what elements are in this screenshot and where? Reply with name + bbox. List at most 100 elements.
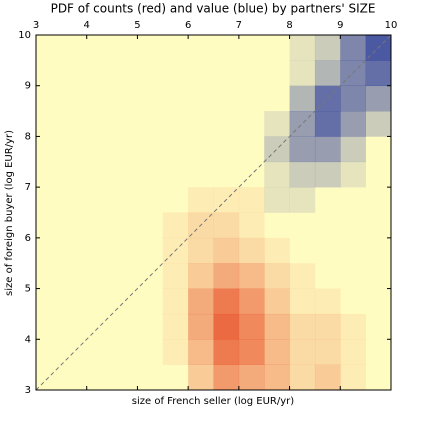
- heat-cell: [61, 213, 87, 239]
- heat-cell: [137, 35, 163, 61]
- heat-cell: [239, 238, 265, 264]
- heat-cell: [188, 263, 214, 289]
- heat-cell: [36, 187, 62, 213]
- heat-cell: [163, 35, 189, 61]
- x-tick-label: 8: [286, 20, 292, 31]
- heat-cell: [137, 162, 163, 188]
- x-tick-label: 4: [84, 20, 90, 31]
- heat-cell: [188, 339, 214, 365]
- heat-cell: [163, 60, 189, 86]
- heat-cell: [188, 86, 214, 112]
- heat-cell: [264, 364, 290, 391]
- heat-cell: [366, 162, 392, 188]
- heat-cell: [264, 187, 290, 213]
- heat-cell: [314, 161, 341, 188]
- heat-cell: [112, 339, 138, 365]
- heat-cell: [188, 136, 214, 162]
- heat-cell: [112, 365, 138, 391]
- heat-cell: [239, 86, 265, 112]
- heat-cell: [238, 364, 265, 391]
- y-tick-label: 6: [25, 233, 31, 244]
- heat-cell: [137, 314, 163, 340]
- heat-cell: [162, 288, 189, 315]
- heat-cell: [87, 263, 113, 289]
- heat-cell: [340, 364, 366, 391]
- heat-cell: [238, 212, 265, 239]
- heat-cell: [214, 86, 240, 112]
- heat-cell: [289, 35, 316, 61]
- heat-cell: [87, 365, 113, 391]
- heat-cell: [314, 339, 341, 365]
- heat-cell: [112, 35, 138, 61]
- y-tick-label: 3: [25, 385, 31, 396]
- heat-cell: [213, 288, 240, 315]
- heat-cell: [214, 111, 240, 137]
- heat-cell: [239, 263, 265, 289]
- heat-cell: [36, 136, 62, 162]
- heat-cell: [340, 85, 366, 112]
- heat-cell: [137, 111, 163, 137]
- heat-cell: [239, 136, 265, 162]
- heat-cell: [214, 213, 240, 239]
- heat-cell: [290, 263, 316, 289]
- heat-cell: [112, 136, 138, 162]
- heat-cell: [365, 85, 392, 112]
- heat-cell: [340, 263, 366, 289]
- heat-cell: [188, 35, 214, 61]
- heat-cell: [366, 289, 392, 315]
- heat-cell: [188, 364, 214, 391]
- heat-cell: [289, 111, 316, 137]
- heat-cell: [239, 187, 265, 213]
- heat-cell: [340, 289, 366, 315]
- heat-cell: [112, 314, 138, 340]
- heat-cell: [365, 111, 392, 137]
- heat-cell: [264, 365, 290, 391]
- heat-cell: [238, 187, 265, 213]
- heat-cell: [137, 289, 163, 315]
- heat-cell: [315, 314, 341, 340]
- heat-cell: [112, 213, 138, 239]
- heat-cell: [213, 263, 240, 289]
- heat-cell: [264, 213, 290, 239]
- heat-cell: [112, 60, 138, 86]
- heat-cell: [239, 35, 265, 61]
- heat-cell: [289, 288, 316, 315]
- heat-cell: [112, 86, 138, 112]
- heat-cell: [87, 187, 113, 213]
- heat-cell: [365, 60, 392, 87]
- heat-cell: [314, 111, 341, 137]
- heat-cell: [315, 339, 341, 365]
- heat-cell: [61, 86, 87, 112]
- heat-cell: [112, 162, 138, 188]
- heat-cell: [162, 263, 189, 289]
- heat-cell: [188, 162, 214, 188]
- heat-cell: [87, 162, 113, 188]
- heat-cell: [213, 212, 240, 239]
- heat-cell: [264, 313, 290, 340]
- heat-cell: [188, 238, 214, 264]
- heat-cell: [214, 365, 240, 391]
- heat-cell: [36, 289, 62, 315]
- heat-cell: [137, 86, 163, 112]
- heat-cell: [163, 86, 189, 112]
- heat-cell: [61, 60, 87, 86]
- heat-cell: [137, 60, 163, 86]
- heat-cell: [239, 339, 265, 365]
- heat-cell: [137, 238, 163, 264]
- heat-cell: [366, 365, 392, 391]
- heat-cell: [264, 314, 290, 340]
- heat-cell: [366, 314, 392, 340]
- heat-cell: [36, 213, 62, 239]
- y-tick-label: 9: [25, 81, 31, 92]
- y-tick-label: 7: [25, 182, 31, 193]
- heat-cell: [314, 288, 341, 315]
- heat-cell: [137, 365, 163, 391]
- x-tick-label: 9: [337, 20, 343, 31]
- heat-cell: [289, 313, 316, 340]
- heat-cell: [188, 314, 214, 340]
- heat-cell: [163, 162, 189, 188]
- heat-cell: [87, 35, 113, 61]
- heat-cell: [213, 313, 240, 340]
- y-tick-label: 5: [25, 284, 31, 295]
